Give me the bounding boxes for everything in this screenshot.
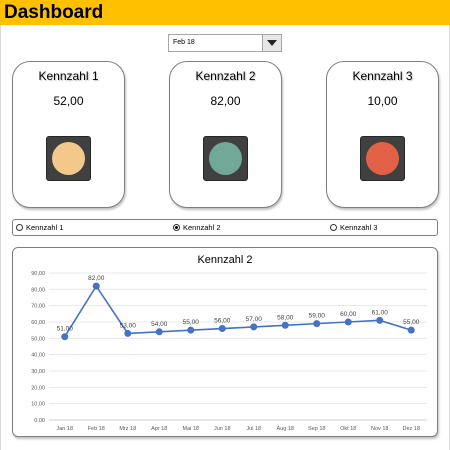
kpi-value: 10,00 (367, 94, 398, 108)
kpi-card-2: Kennzahl 2 82,00 (169, 61, 282, 208)
data-point (250, 323, 258, 331)
y-tick-label: 20,00 (31, 385, 45, 391)
x-tick-label: Jun 18 (214, 426, 231, 432)
data-label: 53,00 (120, 322, 137, 329)
radio-button[interactable] (16, 224, 23, 231)
kpi-title: Kennzahl 1 (38, 69, 99, 83)
data-point (376, 316, 384, 324)
data-label: 51,00 (57, 326, 74, 333)
data-label: 56,00 (214, 318, 231, 325)
month-dropdown[interactable]: Feb 18 (168, 34, 282, 52)
radio-label: Kennzahl 3 (340, 223, 378, 232)
x-tick-label: Jan 18 (56, 426, 73, 432)
x-tick-label: Okt 18 (340, 426, 356, 432)
x-tick-label: Sep 18 (308, 426, 325, 432)
y-tick-label: 30,00 (31, 369, 45, 375)
data-point (155, 328, 163, 336)
page-title: Dashboard (4, 2, 104, 23)
traffic-light (203, 136, 248, 181)
data-label: 57,00 (246, 316, 263, 323)
month-dropdown-value: Feb 18 (173, 39, 195, 46)
x-tick-label: Jul 18 (246, 426, 261, 432)
traffic-light (46, 136, 91, 181)
x-tick-label: Feb 18 (88, 426, 105, 432)
chart-title: Kennzahl 2 (197, 254, 253, 266)
data-point (124, 329, 132, 337)
data-point (313, 320, 321, 328)
y-tick-label: 70,00 (31, 304, 45, 310)
data-label: 58,00 (277, 314, 294, 321)
dashboard-header: Dashboard (0, 0, 450, 25)
kpi-card-1: Kennzahl 1 52,00 (12, 61, 125, 208)
x-tick-label: Mrz 18 (119, 426, 136, 432)
radio-label: Kennzahl 2 (183, 223, 221, 232)
x-tick-label: Dez 18 (403, 426, 420, 432)
data-point (218, 325, 226, 333)
x-tick-label: Aug 18 (277, 426, 294, 432)
status-light-icon (209, 142, 242, 175)
data-label: 59,00 (309, 313, 326, 320)
y-tick-label: 0,00 (34, 418, 45, 424)
line-chart: Kennzahl 2 0,00 10,00 20,00 30,00 40,00 50,00… (12, 247, 438, 437)
data-point (281, 321, 289, 329)
data-point (61, 333, 69, 341)
y-tick-label: 80,00 (31, 287, 45, 293)
data-label: 61,00 (372, 309, 389, 316)
data-label: 55,00 (183, 319, 200, 326)
kpi-card-3: Kennzahl 3 10,00 (326, 61, 439, 208)
radio-button[interactable] (330, 224, 337, 231)
kpi-title: Kennzahl 3 (352, 69, 413, 83)
status-light-icon (52, 142, 85, 175)
kpi-value: 52,00 (53, 94, 84, 108)
y-tick-label: 40,00 (31, 353, 45, 359)
radio-label: Kennzahl 1 (26, 223, 64, 232)
data-point (344, 318, 352, 326)
data-label: 55,00 (403, 319, 420, 326)
x-tick-label: Nov 18 (371, 426, 388, 432)
y-tick-label: 90,00 (31, 271, 45, 277)
data-point (407, 326, 415, 334)
data-point (92, 282, 100, 290)
radio-button[interactable] (173, 224, 180, 231)
data-point (187, 326, 195, 334)
kpi-value: 82,00 (210, 94, 241, 108)
dropdown-arrow-button[interactable] (262, 35, 281, 51)
data-label: 54,00 (151, 321, 168, 328)
traffic-light (360, 136, 405, 181)
status-light-icon (366, 142, 399, 175)
data-label: 60,00 (340, 311, 357, 318)
data-label: 82,00 (88, 275, 105, 282)
y-tick-label: 50,00 (31, 336, 45, 342)
kpi-title: Kennzahl 2 (195, 69, 256, 83)
series-line (64, 284, 412, 338)
x-tick-label: Apr 18 (151, 426, 167, 432)
y-tick-label: 10,00 (31, 402, 45, 408)
chevron-down-icon (267, 40, 277, 46)
kpi-selector: Kennzahl 1 Kennzahl 2 Kennzahl 3 (12, 219, 438, 236)
y-tick-label: 60,00 (31, 320, 45, 326)
chart-plot: 0,00 10,00 20,00 30,00 40,00 50,00 60,00 70,00 8… (31, 271, 427, 432)
x-tick-label: Mai 18 (182, 426, 199, 432)
